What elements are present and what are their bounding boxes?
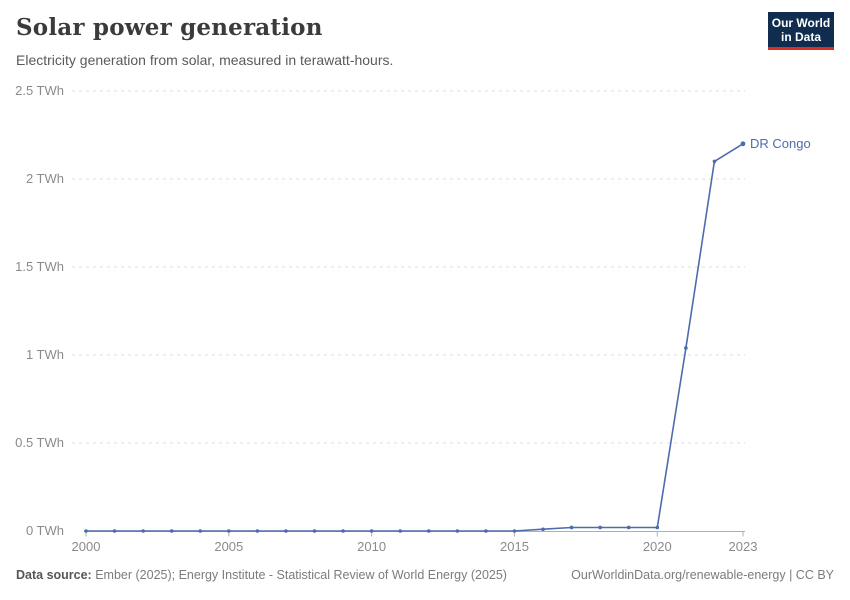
data-point[interactable]: [141, 529, 145, 533]
x-axis-tick-label: 2000: [71, 539, 101, 554]
data-point[interactable]: [255, 529, 260, 533]
data-point[interactable]: [426, 529, 431, 533]
series-end-label[interactable]: DR Congo: [750, 135, 811, 151]
data-source-note: Data source: Ember (2025); Energy Instit…: [16, 568, 507, 582]
y-axis-tick-label: 1.5 TWh: [15, 259, 64, 274]
data-point[interactable]: [569, 525, 574, 530]
data-point[interactable]: [169, 529, 174, 533]
data-point[interactable]: [541, 527, 545, 532]
owid-logo-line1: Our World: [771, 16, 831, 30]
data-point[interactable]: [655, 525, 660, 530]
x-axis-tick-label: 2020: [642, 539, 672, 554]
data-point[interactable]: [284, 529, 288, 533]
owid-logo-line2: in Data: [780, 30, 821, 44]
data-point[interactable]: [198, 529, 203, 533]
data-point[interactable]: [626, 525, 631, 530]
page-title: Solar power generation: [16, 14, 323, 41]
data-point[interactable]: [712, 159, 717, 164]
y-axis-tick-label: 2.5 TWh: [15, 83, 64, 98]
y-axis-tick-label: 2 TWh: [25, 171, 64, 186]
data-point[interactable]: [512, 529, 517, 533]
y-axis-tick-label: 0.5 TWh: [15, 435, 64, 450]
x-axis-tick-label: 2005: [214, 539, 244, 554]
data-point[interactable]: [369, 529, 374, 533]
data-point[interactable]: [398, 529, 403, 533]
data-point[interactable]: [684, 346, 688, 350]
owid-link[interactable]: OurWorldinData.org/renewable-energy | CC…: [571, 568, 834, 582]
data-point[interactable]: [341, 529, 345, 533]
x-axis-tick-label: 2010: [357, 539, 387, 554]
data-point[interactable]: [455, 529, 460, 533]
data-point[interactable]: [484, 529, 488, 533]
data-point[interactable]: [112, 529, 117, 533]
x-axis-tick-label: 2015: [500, 539, 529, 554]
data-point[interactable]: [84, 529, 88, 533]
data-source-label: Data source:: [16, 568, 92, 582]
owid-logo: Our World in Data: [768, 12, 834, 50]
data-point[interactable]: [312, 529, 317, 533]
y-axis-tick-label: 0 TWh: [25, 523, 64, 538]
data-point[interactable]: [227, 529, 231, 533]
data-point[interactable]: [598, 525, 602, 530]
x-axis-tick-label: 2023: [728, 539, 758, 554]
data-point-last[interactable]: [740, 141, 746, 147]
y-axis-tick-label: 1 TWh: [25, 347, 64, 362]
data-line[interactable]: [85, 143, 744, 532]
data-source-text: Ember (2025); Energy Institute - Statist…: [91, 568, 507, 582]
chart-subtitle: Electricity generation from solar, measu…: [16, 52, 394, 68]
